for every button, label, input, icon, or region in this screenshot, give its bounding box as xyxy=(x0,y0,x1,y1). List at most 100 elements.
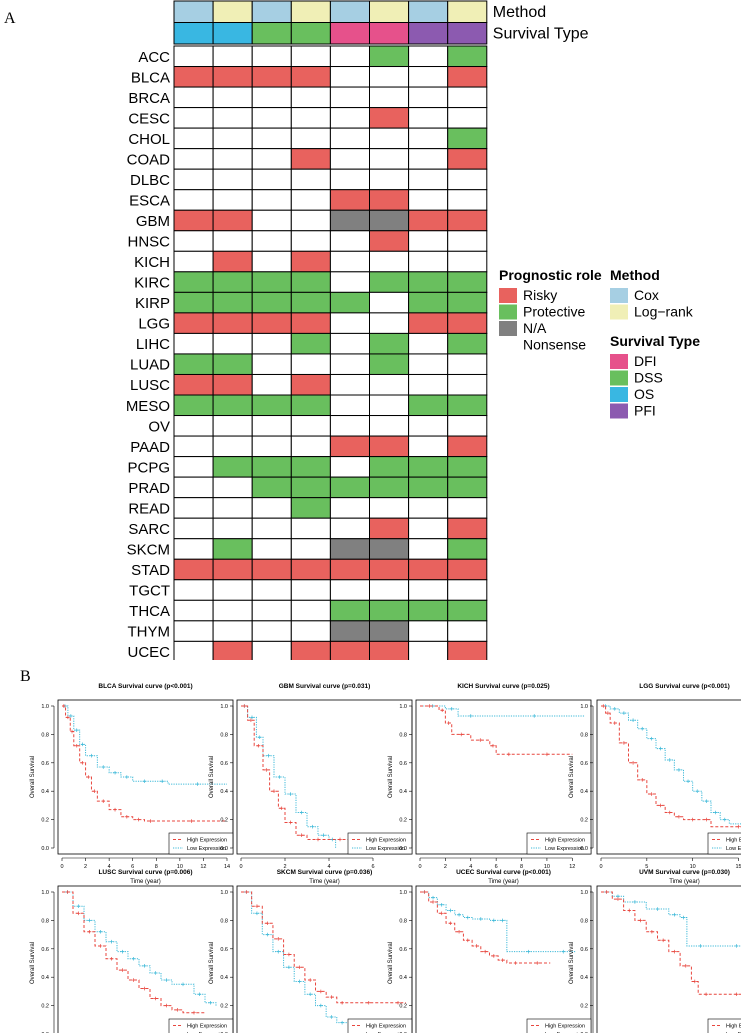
censor-mark xyxy=(535,961,540,965)
row-label: PRAD xyxy=(128,480,170,497)
heatmap-cell xyxy=(290,497,331,519)
heatmap-cell xyxy=(447,45,488,68)
censor-mark xyxy=(250,715,254,720)
censor-mark xyxy=(192,1010,196,1015)
row-label: KIRC xyxy=(134,275,170,292)
heatmap-cell xyxy=(251,435,292,458)
censor-mark xyxy=(329,1015,334,1019)
heatmap-cell xyxy=(329,332,370,355)
censor-mark xyxy=(667,810,672,815)
censor-mark xyxy=(297,965,302,970)
heatmap-cell xyxy=(290,373,331,396)
heatmap-cell xyxy=(329,86,370,109)
km-plot: SKCM Survival curve (p=0.036)0.00.20.40.… xyxy=(209,869,413,1033)
heatmap-cell xyxy=(408,209,449,232)
heatmap-cell xyxy=(251,497,292,519)
censor-mark xyxy=(265,932,270,937)
censor-mark xyxy=(131,956,136,961)
heatmap-cell xyxy=(408,620,449,642)
row-label: TGCT xyxy=(129,583,170,600)
censor-mark xyxy=(189,819,194,823)
km-ytick-label: 0.6 xyxy=(580,947,588,953)
km-ylabel: Overall Survival xyxy=(388,942,394,984)
annotation-cell xyxy=(212,22,253,45)
censor-mark xyxy=(86,775,91,779)
censor-mark xyxy=(631,761,635,765)
km-ytick-label: 0.8 xyxy=(220,732,228,738)
censor-mark xyxy=(131,978,136,982)
km-ylabel: Overall Survival xyxy=(209,942,215,984)
heatmap-cell xyxy=(408,168,449,191)
prognostic-legend-swatch xyxy=(499,288,517,303)
prognostic-legend-label: N/A xyxy=(523,320,547,336)
heatmap-cell xyxy=(447,230,488,252)
heatmap-cell xyxy=(290,476,331,499)
km-ytick-label: 0.2 xyxy=(41,1004,49,1010)
censor-mark xyxy=(175,1008,180,1012)
heatmap-cell xyxy=(251,394,292,417)
censor-mark xyxy=(244,890,249,894)
heatmap-cell xyxy=(212,538,253,560)
survival-legend-label: PFI xyxy=(634,403,656,419)
heatmap-cell xyxy=(212,394,253,417)
censor-mark xyxy=(650,929,654,934)
km-plot: UCEC Survival curve (p<0.001)0.00.20.40.… xyxy=(388,869,592,1033)
censor-mark xyxy=(672,912,677,917)
km-legend-high: High Expression xyxy=(545,838,585,844)
heatmap-cell xyxy=(251,373,292,396)
km-legend xyxy=(707,1018,741,1033)
km-ytick-label: 0.8 xyxy=(399,918,407,924)
heatmap-cell xyxy=(173,250,214,273)
heatmap-cell xyxy=(212,332,253,355)
censor-mark xyxy=(197,992,202,997)
heatmap-cell xyxy=(447,476,488,499)
censor-mark xyxy=(288,820,293,825)
low-expression-curve xyxy=(241,705,337,848)
heatmap-cell xyxy=(369,230,410,252)
km-xtick-label: 5 xyxy=(645,864,648,870)
heatmap-cell xyxy=(251,640,292,660)
km-plot-frame xyxy=(596,699,741,855)
km-ytick-label: 0.6 xyxy=(41,947,49,953)
heatmap-cell xyxy=(369,373,410,396)
km-plot: LGG Survival curve (p<0.001) 0.0 0.2 0.4 0.6… xyxy=(569,683,741,885)
censor-mark xyxy=(329,995,334,999)
km-xlabel: Time (year) xyxy=(130,879,160,885)
heatmap-cell xyxy=(369,394,410,417)
heatmap-cell xyxy=(212,373,253,396)
km-xtick-label: 0 xyxy=(599,864,602,870)
heatmap-cell xyxy=(251,517,292,540)
censor-mark xyxy=(439,902,444,907)
km-plot: GBM Survival curve (p=0.031) 0.0 0.2 0.4 0.6… xyxy=(209,683,413,885)
km-ytick-label: 0.6 xyxy=(399,761,407,767)
annotation-cell xyxy=(408,0,449,23)
heatmap-cell xyxy=(369,291,410,314)
survival-legend-swatch xyxy=(610,387,628,402)
heatmap-cell xyxy=(329,189,370,211)
panel-a-label: A xyxy=(4,10,16,27)
row-label: ACC xyxy=(138,49,170,66)
heatmap-cell xyxy=(212,353,253,375)
censor-mark xyxy=(316,837,320,842)
km-xtick-label: 2 xyxy=(444,864,447,870)
km-ytick-label: 0.8 xyxy=(580,732,588,738)
heatmap-cell xyxy=(251,127,292,150)
heatmap-cell xyxy=(212,579,253,601)
annotation-cell xyxy=(329,22,370,45)
heatmap-cell xyxy=(329,45,370,68)
censor-mark xyxy=(109,956,114,961)
heatmap-cell xyxy=(329,312,370,334)
censor-mark xyxy=(492,918,496,923)
heatmap-cell xyxy=(173,291,214,314)
km-xtick-label: 2 xyxy=(84,864,87,870)
heatmap-cell xyxy=(369,517,410,540)
survival-legend-label: DFI xyxy=(634,353,657,369)
censor-mark xyxy=(478,738,483,742)
heatmap-cell xyxy=(212,640,253,660)
heatmap-cell xyxy=(251,558,292,581)
heatmap-cell xyxy=(329,476,370,499)
survival-legend-label: OS xyxy=(634,386,654,402)
heatmap-cell xyxy=(329,497,370,519)
heatmap-cell xyxy=(212,558,253,581)
censor-mark xyxy=(448,921,453,926)
